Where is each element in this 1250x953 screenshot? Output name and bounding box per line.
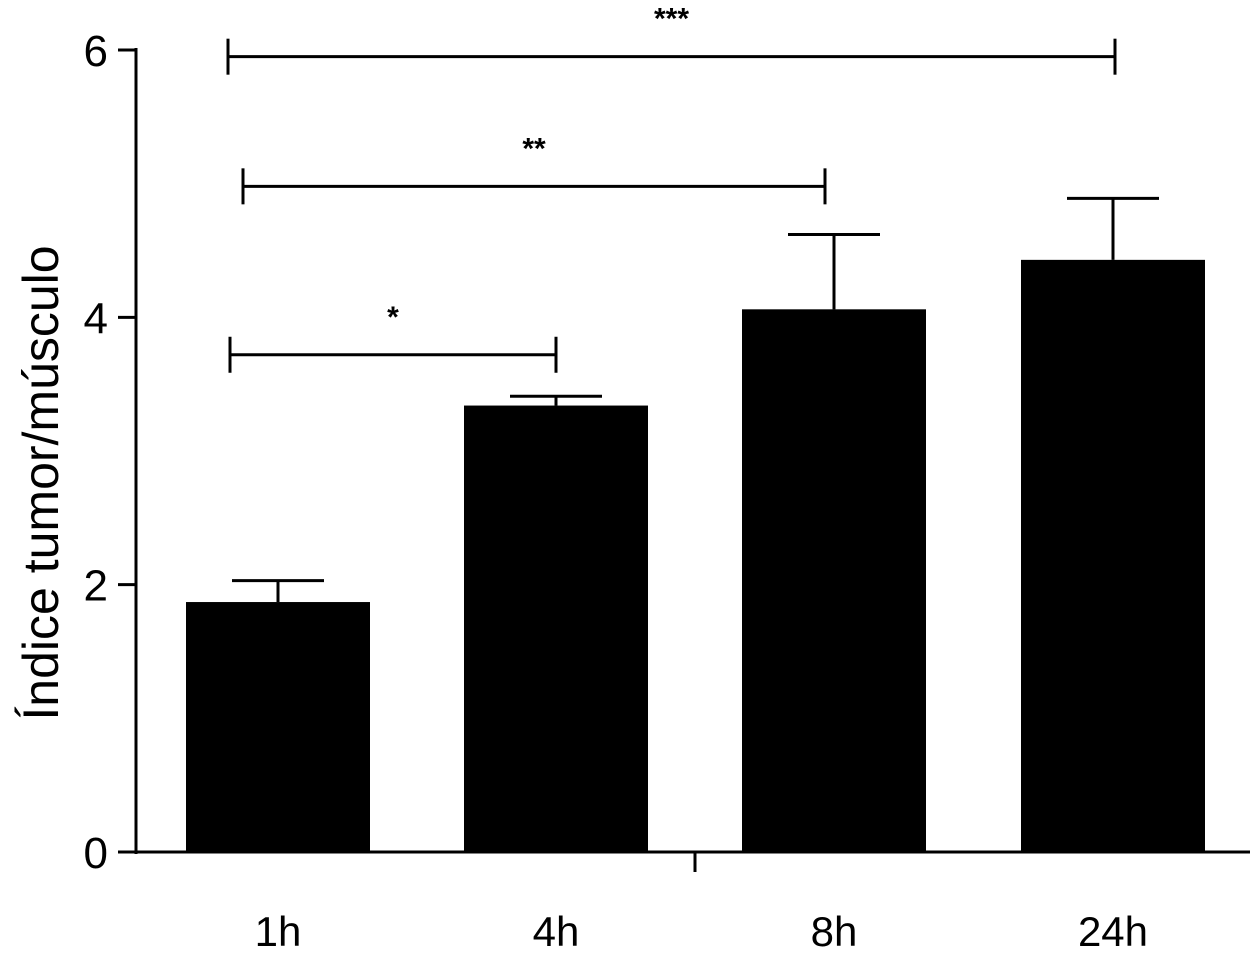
y-tick-label-2: 2 xyxy=(84,562,108,611)
bar-1h xyxy=(186,602,370,852)
category-label-4h: 4h xyxy=(533,908,580,953)
sig-label-0: * xyxy=(387,301,399,334)
y-axis-title: Índice tumor/músculo xyxy=(13,245,69,720)
sig-label-2: *** xyxy=(654,3,689,36)
y-tick-label-0: 0 xyxy=(84,829,108,878)
y-tick-label-4: 4 xyxy=(84,294,108,343)
bar-8h xyxy=(742,309,926,852)
sig-label-1: ** xyxy=(522,132,546,165)
category-label-8h: 8h xyxy=(811,908,858,953)
y-tick-label-6: 6 xyxy=(84,27,108,76)
significance-brackets: ****** xyxy=(226,3,1117,373)
bar-4h xyxy=(464,405,648,852)
category-label-24h: 24h xyxy=(1078,908,1148,953)
bar-24h xyxy=(1021,259,1205,852)
category-label-1h: 1h xyxy=(255,908,302,953)
bars: 1h 4h 8h 24h xyxy=(186,196,1205,953)
